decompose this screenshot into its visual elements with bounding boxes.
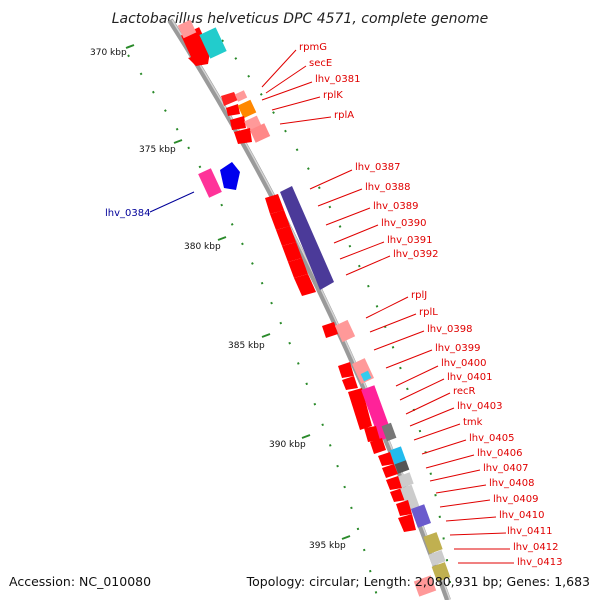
gene-label: rplK [323,90,343,101]
gene-label: lhv_0408 [489,478,534,489]
gene-label: lhv_0391 [387,235,432,246]
gene-label: lhv_0400 [441,358,486,369]
gene-label: tmk [463,417,483,428]
accession-text: Accession: NC_010080 [9,574,151,589]
gene-labels-right: rpmG secE lhv_0381 rplK rplA lhv_0387 lh… [299,42,562,568]
gene-label: rplA [334,110,354,121]
gene-label: secE [309,58,332,69]
gene-label: lhv_0403 [457,401,502,412]
label-leader-line-left [149,191,195,213]
gene-label: lhv_0413 [517,557,562,568]
gene-label: recR [453,386,476,397]
gene-label: lhv_0389 [373,201,418,212]
gene-label: lhv_0399 [435,343,480,354]
gene-label: lhv_0405 [469,433,514,444]
gene-label: lhv_0410 [499,510,544,521]
gene-label: lhv_0409 [493,494,538,505]
gene-label: lhv_0392 [393,249,438,260]
tick-label: 385 kbp [228,341,265,351]
gene-cluster-lower [322,319,451,597]
gene-label: lhv_0412 [513,542,558,553]
gene-cluster-left [198,162,240,198]
gene-label: rplJ [411,290,427,301]
label-leader-lines [261,49,514,564]
tick-label: 395 kbp [309,541,346,551]
tick-label: 380 kbp [184,242,221,252]
gene-label: lhv_0398 [427,324,472,335]
gene-label: lhv_0387 [355,162,400,173]
gene-label: lhv_0388 [365,182,410,193]
map-title: Lactobacillus helveticus DPC 4571, compl… [112,11,489,27]
gene-label: rplL [419,307,438,318]
tick-label: 370 kbp [90,48,127,58]
gene-label: lhv_0411 [507,526,552,537]
scale-ticks: 370 kbp 375 kbp 380 kbp 385 kbp 390 kbp … [90,44,351,551]
gene-label-left: lhv_0384 [105,208,150,219]
outer-dotted-ring [127,39,453,600]
gene-label: lhv_0381 [315,74,360,85]
gene-label: lhv_0390 [381,218,426,229]
gene-cluster-mid [265,186,334,296]
topology-text: Topology: circular; Length: 2,080,931 bp… [246,574,590,589]
gene-label: lhv_0401 [447,372,492,383]
gene-cluster-top [177,19,271,144]
gene-label: lhv_0406 [477,448,522,459]
tick-label: 375 kbp [139,145,176,155]
gene-label: lhv_0407 [483,463,528,474]
tick-label: 390 kbp [269,440,306,450]
gene-label: rpmG [299,42,327,53]
